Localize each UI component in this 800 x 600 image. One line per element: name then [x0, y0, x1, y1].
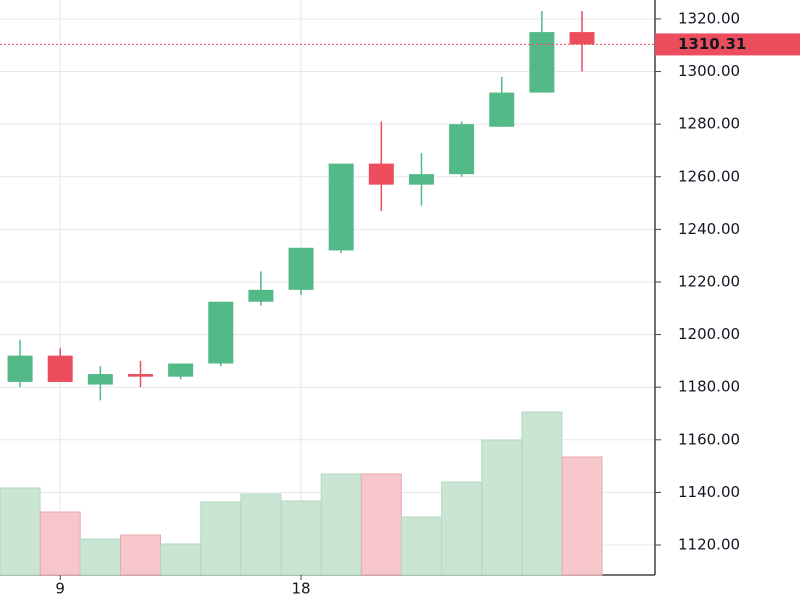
volume-bar [360, 473, 402, 576]
y-tick-label: 1120.00 [678, 536, 740, 554]
candle-body [127, 374, 153, 377]
volume-bar [481, 439, 523, 576]
candle-body [408, 174, 434, 185]
volume-bar [280, 500, 322, 576]
volume-bar [400, 516, 442, 576]
y-tick-label: 1220.00 [678, 272, 740, 290]
last-price-label: 1310.31 [678, 35, 746, 53]
volume-bar [39, 511, 81, 576]
volume-bar [320, 473, 362, 576]
candle-body [569, 32, 595, 45]
candle-body [208, 301, 234, 364]
last-price-tag [655, 33, 800, 56]
candle-body [328, 163, 354, 251]
candle-body [47, 355, 73, 382]
x-tick-label: 18 [292, 580, 311, 598]
volume-bar [561, 456, 603, 576]
y-tick-label: 1280.00 [678, 115, 740, 133]
candle-body [449, 124, 475, 175]
candle-body [288, 247, 314, 290]
volume-bar [79, 538, 121, 576]
y-tick-label: 1300.00 [678, 62, 740, 80]
volume-bar [441, 481, 483, 576]
y-tick-label: 1200.00 [678, 325, 740, 343]
volume-bar [521, 411, 563, 576]
volume-bar [119, 534, 161, 576]
candle-body [368, 163, 394, 185]
y-tick-label: 1180.00 [678, 378, 740, 396]
candle-body [489, 92, 515, 127]
candle-body [87, 374, 113, 385]
x-tick-label: 9 [55, 580, 65, 598]
y-tick-label: 1140.00 [678, 483, 740, 501]
volume-bar [240, 493, 282, 576]
y-tick-label: 1320.00 [678, 9, 740, 27]
y-tick-label: 1260.00 [678, 167, 740, 185]
y-tick-label: 1240.00 [678, 220, 740, 238]
y-tick-label: 1160.00 [678, 430, 740, 448]
candle-body [529, 32, 555, 93]
candle-body [248, 289, 274, 302]
candle-body [7, 355, 33, 382]
candle-body [168, 363, 194, 377]
volume-bar [200, 501, 242, 576]
volume-bar [160, 543, 202, 576]
volume-bar [0, 487, 41, 576]
